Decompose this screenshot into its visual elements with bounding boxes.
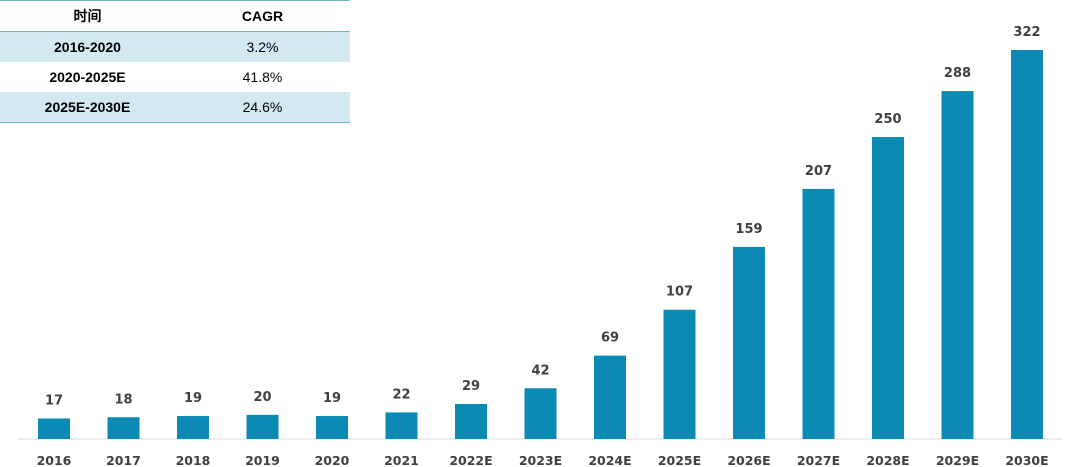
value-label-2017: 18 [114,392,132,407]
value-label-2024E: 69 [601,331,619,346]
x-tick-label-2029E: 2029E [936,453,979,467]
value-label-2018: 19 [184,391,202,406]
x-tick-label-2028E: 2028E [866,453,909,467]
table-header-row: 时间 CAGR [0,0,350,32]
cagr-cell: 24.6% [175,92,350,123]
bars-group [38,50,1043,440]
value-label-2016: 17 [45,393,63,408]
bar-2016 [38,418,70,439]
value-label-2021: 22 [392,387,410,402]
x-tick-label-2030E: 2030E [1005,453,1048,467]
table-row: 2020-2025E 41.8% [0,62,350,92]
x-tick-label-2020: 2020 [315,453,350,467]
x-tick-label-2025E: 2025E [658,453,701,467]
cagr-table: 时间 CAGR 2016-2020 3.2% 2020-2025E 41.8% … [0,0,350,123]
table-row: 2016-2020 3.2% [0,31,350,62]
value-label-2025E: 107 [666,285,693,300]
x-tick-label-2023E: 2023E [519,453,562,467]
bar-2018 [177,416,209,439]
x-tick-label-2016: 2016 [37,453,72,467]
header-cagr: CAGR [175,0,350,32]
cagr-cell: 41.8% [242,69,283,85]
x-tick-label-2022E: 2022E [449,453,492,467]
x-tick-label-2017: 2017 [106,453,141,467]
bar-2023E [524,388,557,439]
period-cell: 2025E-2030E [0,92,175,123]
bar-2030E [1011,50,1043,439]
value-label-2030E: 322 [1013,25,1040,40]
x-tick-label-2021: 2021 [384,453,419,467]
period-cell: 2016-2020 [54,39,121,55]
x-tick-label-2024E: 2024E [588,453,631,467]
bar-2028E [872,136,904,439]
value-label-2019: 20 [253,390,271,405]
value-label-2022E: 29 [462,379,480,394]
value-label-2029E: 288 [944,66,971,81]
bar-2019 [246,414,279,439]
bar-2020 [316,416,348,439]
x-tick-label-2019: 2019 [245,453,280,467]
table-row: 2025E-2030E 24.6% [0,92,350,123]
value-label-2020: 19 [323,391,341,406]
bar-2017 [107,417,140,439]
bar-2024E [594,355,626,439]
bar-2026E [733,246,765,439]
value-label-2028E: 250 [874,112,901,127]
bar-2027E [802,188,835,439]
value-labels-group: 17 18 19 20 19 22 29 42 69 107 159 207 250 288 322 [45,25,1041,408]
period-cell: 2020-2025E [49,69,126,85]
bar-2021 [385,412,418,439]
x-tick-label-2027E: 2027E [797,453,840,467]
bar-2025E [663,309,696,439]
x-tick-labels-group: 2016 2017 2018 2019 2020 2021 2022E 2023E 2024E 2… [37,453,1049,467]
x-tick-label-2018: 2018 [176,453,211,467]
cagr-cell: 3.2% [246,39,279,55]
value-label-2026E: 159 [735,222,762,237]
value-label-2023E: 42 [531,363,549,378]
bar-2022E [455,403,487,439]
bar-2029E [941,91,974,440]
header-period: 时间 [0,0,175,32]
x-tick-label-2026E: 2026E [727,453,770,467]
value-label-2027E: 207 [805,164,832,179]
